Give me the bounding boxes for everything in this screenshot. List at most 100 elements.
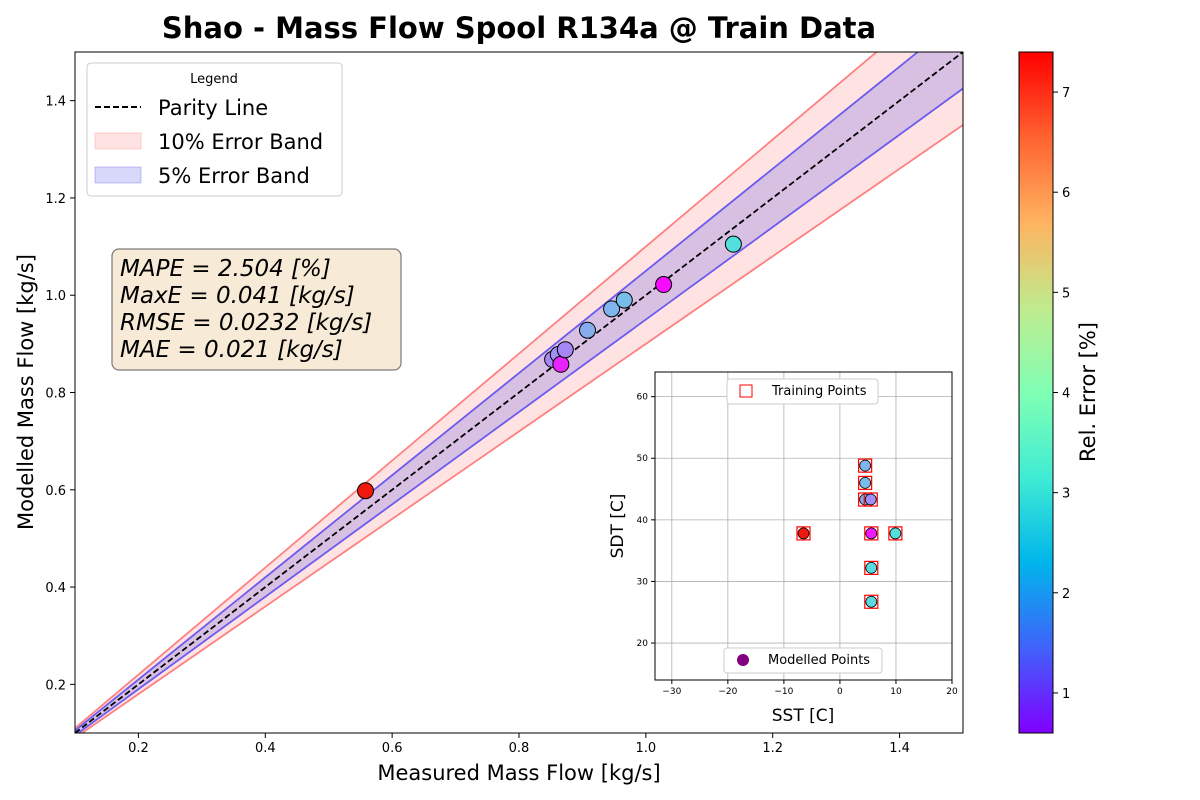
inset-x-tick-label: −30 xyxy=(662,687,681,697)
data-point xyxy=(603,300,621,318)
training-point-marker xyxy=(863,492,878,507)
colorbar-tick-label: 6 xyxy=(1062,186,1070,201)
inset-x-tick-label: −20 xyxy=(718,687,737,697)
x-tick-label: 0.8 xyxy=(509,741,530,756)
training-point-marker xyxy=(864,594,879,609)
error-band-edge-5-lower xyxy=(76,87,963,733)
colorbar-tick-label: 5 xyxy=(1062,286,1070,301)
error-bands xyxy=(75,52,963,733)
y-tick-label: 1.4 xyxy=(45,95,66,110)
inset-x-tick-label: 0 xyxy=(837,687,843,697)
inset-y-tick-label: 30 xyxy=(637,577,649,587)
inset-plot: −30 −20 −10 0 10 20 20 30 40 50 60 Training Points… xyxy=(637,371,958,697)
inset-legend-modelled-box xyxy=(723,647,883,674)
inset-legend-training-label: Training Points xyxy=(771,384,867,399)
metrics-box: MAPE = 2.504 [%] MaxE = 0.041 [kg/s] RMS… xyxy=(111,248,402,371)
inset-frame xyxy=(654,371,953,681)
y-axis-label: Modelled Mass Flow [kg/s] xyxy=(14,254,38,530)
error-band-edge-5-upper xyxy=(75,52,920,732)
y-tick-label: 0.8 xyxy=(45,387,66,402)
data-point xyxy=(556,341,574,359)
modelled-point-marker xyxy=(797,527,810,540)
inset-x-tick-label: −10 xyxy=(774,687,793,697)
inset-y-tick-label: 60 xyxy=(637,393,649,403)
inset-y-tick-label: 40 xyxy=(637,516,649,526)
colorbar: 1 2 3 4 5 6 7 xyxy=(1018,51,1070,734)
colorbar-tick-label: 2 xyxy=(1062,587,1070,602)
colorbar-tick-label: 3 xyxy=(1062,487,1070,502)
data-point xyxy=(724,235,742,253)
training-point-marker xyxy=(888,526,903,541)
legend-entry-5pct: 5% Error Band xyxy=(158,164,310,188)
metrics-background xyxy=(111,248,402,371)
y-tick-label: 0.4 xyxy=(45,581,66,596)
x-axis-label: Measured Mass Flow [kg/s] xyxy=(377,761,660,785)
modelled-point-marker xyxy=(865,561,878,574)
legend: Legend Parity Line 10% Error Band 5% Err… xyxy=(86,62,343,197)
scatter-points xyxy=(357,235,742,500)
modelled-point-marker xyxy=(859,476,872,489)
metric-rmse: RMSE = 0.0232 [kg/s] xyxy=(120,310,372,336)
inset-grid xyxy=(655,372,952,680)
legend-title: Legend xyxy=(190,72,238,87)
inset-y-tick-label: 50 xyxy=(637,454,649,464)
x-tick-label: 1.4 xyxy=(889,741,910,756)
colorbar-tick-label: 4 xyxy=(1062,387,1070,402)
colorbar-tick-label: 1 xyxy=(1062,687,1070,702)
colorbar-gradient xyxy=(1018,51,1054,734)
inset-legend-modelled-label: Modelled Points xyxy=(768,653,870,668)
modelled-point-marker xyxy=(889,527,902,540)
error-band-5-swatch xyxy=(94,166,142,184)
colorbar-label: Rel. Error [%] xyxy=(1076,322,1100,462)
x-tick-label: 1.2 xyxy=(762,741,783,756)
training-point-marker xyxy=(858,458,873,473)
inset-x-tick-label: 20 xyxy=(946,687,958,697)
training-point-marker xyxy=(796,526,811,541)
x-tick-label: 0.6 xyxy=(382,741,403,756)
y-tick-label: 0.6 xyxy=(45,484,66,499)
data-point xyxy=(579,321,597,339)
legend-entry-parity: Parity Line xyxy=(158,96,268,120)
metric-mae: MAE = 0.021 [kg/s] xyxy=(120,337,343,363)
modelled-point-marker xyxy=(865,527,878,540)
metric-mape: MAPE = 2.504 [%] xyxy=(120,256,331,282)
x-tick-label: 0.2 xyxy=(128,741,149,756)
chart-title: Shao - Mass Flow Spool R134a @ Train Dat… xyxy=(162,11,876,45)
y-tick-label: 1.2 xyxy=(45,192,66,207)
colorbar-tick-label: 7 xyxy=(1062,86,1070,101)
training-point-swatch xyxy=(739,384,753,398)
modelled-point-swatch xyxy=(737,654,749,666)
modelled-point-marker xyxy=(864,493,877,506)
data-point xyxy=(655,276,673,294)
x-tick-label: 0.4 xyxy=(255,741,276,756)
training-point-marker xyxy=(864,560,879,575)
y-tick-label: 0.2 xyxy=(45,678,66,693)
inset-y-axis-label: SDT [C] xyxy=(608,494,628,559)
inset-legend-training-box xyxy=(726,378,879,405)
inset-x-axis-label: SST [C] xyxy=(772,706,835,726)
data-point xyxy=(615,291,633,309)
y-tick-label: 1.0 xyxy=(45,289,66,304)
error-band-10-swatch xyxy=(94,132,142,150)
error-band-edge-10-lower xyxy=(80,124,963,733)
parity-line xyxy=(75,52,963,733)
data-point xyxy=(357,482,375,500)
metric-maxe: MaxE = 0.041 [kg/s] xyxy=(120,283,355,309)
inset-points xyxy=(796,458,903,609)
y-axis-ticks: 0.2 0.4 0.6 0.8 1.0 1.2 1.4 xyxy=(45,95,75,693)
x-axis-ticks: 0.2 0.4 0.6 0.8 1.0 1.2 1.4 xyxy=(128,733,910,756)
inset-ticks: −30 −20 −10 0 10 20 20 30 40 50 60 xyxy=(637,393,958,697)
legend-entry-10pct: 10% Error Band xyxy=(158,130,323,154)
colorbar-ticks: 1 2 3 4 5 6 7 xyxy=(1053,86,1070,702)
training-point-marker xyxy=(858,475,873,490)
modelled-point-marker xyxy=(859,459,872,472)
modelled-point-marker xyxy=(865,595,878,608)
error-band-edge-10-upper xyxy=(75,52,878,729)
legend-box xyxy=(86,62,343,197)
x-tick-label: 1.0 xyxy=(636,741,657,756)
inset-x-tick-label: 10 xyxy=(890,687,902,697)
inset-legend-modelled: Modelled Points xyxy=(723,647,883,674)
data-point xyxy=(552,355,570,373)
inset-y-tick-label: 20 xyxy=(637,639,649,649)
